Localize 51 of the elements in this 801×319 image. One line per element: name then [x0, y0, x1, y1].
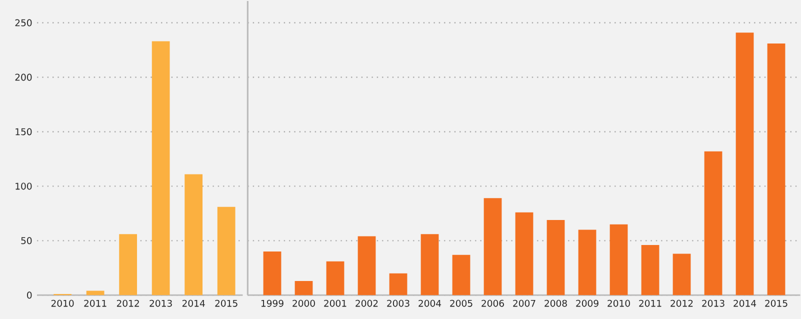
bar: [767, 43, 786, 296]
x-tick-label: 1999: [261, 300, 284, 307]
x-tick-label: 2013: [702, 300, 724, 307]
bar: [484, 198, 502, 296]
x-tick-label: 2015: [765, 300, 788, 307]
x-tick-label: 2015: [215, 300, 238, 307]
x-tick-label: 2008: [544, 300, 567, 307]
y-tick-label: 50: [21, 237, 32, 244]
bar: [294, 280, 313, 296]
x-tick-label: 2012: [670, 300, 693, 307]
x-tick-label: 2002: [356, 300, 378, 307]
bar: [420, 234, 439, 296]
bar: [578, 230, 596, 296]
bar: [672, 254, 691, 296]
bar: [736, 32, 754, 296]
x-tick-label: 2009: [576, 300, 598, 307]
y-tick-label: 200: [15, 74, 32, 81]
bar: [184, 174, 203, 296]
bar: [263, 252, 282, 296]
bar: [152, 41, 170, 296]
bar: [515, 212, 534, 296]
bar: [326, 261, 344, 296]
x-tick-label: 2010: [51, 300, 74, 307]
x-tick-label: 2006: [482, 300, 504, 307]
bar: [610, 224, 628, 296]
x-tick-label: 2012: [116, 300, 139, 307]
bar: [546, 220, 565, 296]
y-tick-label: 0: [27, 292, 32, 299]
y-tick-label: 250: [15, 19, 32, 26]
x-tick-label: 2011: [639, 300, 662, 307]
y-tick-label: 100: [16, 182, 32, 190]
bar: [389, 273, 408, 296]
x-tick-label: 2014: [734, 300, 756, 307]
x-tick-label: 2005: [450, 300, 472, 307]
x-tick-label: 2003: [387, 300, 410, 307]
x-tick-label: 2001: [324, 300, 346, 307]
bar: [119, 234, 138, 296]
x-tick-label: 2010: [608, 300, 630, 307]
x-tick-label: 2007: [513, 300, 536, 307]
bar: [358, 236, 376, 296]
bar: [641, 245, 660, 296]
x-tick-label: 2004: [418, 300, 442, 307]
bar: [452, 254, 470, 296]
y-tick-label: 150: [16, 128, 32, 136]
bar: [86, 290, 104, 296]
x-tick-label: 2013: [150, 300, 172, 307]
x-tick-label: 2011: [84, 300, 106, 307]
x-tick-label: 2014: [182, 300, 205, 307]
bar: [704, 151, 722, 296]
x-tick-label: 2000: [292, 300, 315, 307]
bar: [217, 206, 236, 296]
